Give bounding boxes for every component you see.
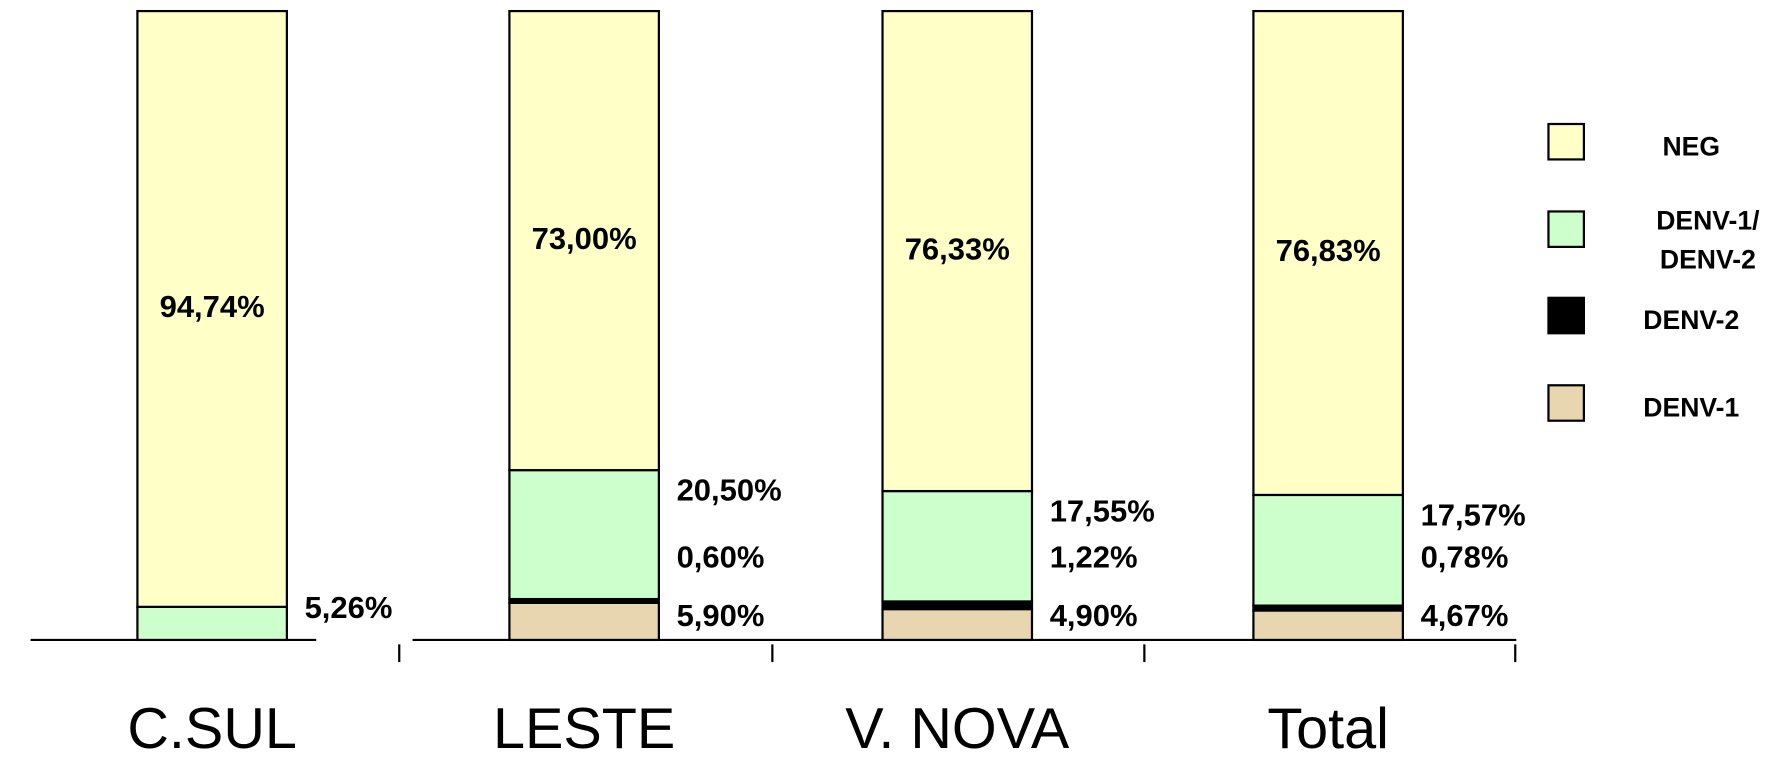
- bar-segment: [508, 9, 660, 472]
- bar-segment: [881, 489, 1034, 603]
- x-tick-label: C.SUL: [127, 697, 297, 761]
- bar-segment: [1252, 609, 1404, 642]
- legend-label: DENV-1/DENV-2: [1656, 206, 1760, 275]
- legend-label-line: DENV-2: [1660, 244, 1756, 274]
- value-label: 1,22%: [1050, 539, 1138, 574]
- value-label: 5,90%: [677, 598, 765, 633]
- legend-swatch: [1547, 122, 1586, 161]
- value-label: 0,60%: [677, 539, 765, 574]
- x-tick-label: LESTE: [493, 697, 675, 761]
- legend-label-line: DENV-1/: [1656, 206, 1760, 236]
- bar-segment: [136, 9, 288, 608]
- x-tick-label: V. NOVA: [845, 697, 1070, 761]
- axis: [30, 638, 1517, 663]
- legend-label: DENV-2: [1643, 305, 1739, 335]
- value-label: 4,67%: [1421, 598, 1509, 633]
- legend-swatch: [1547, 210, 1586, 249]
- legend-swatch: [1547, 296, 1586, 335]
- bar-segment: [1252, 493, 1404, 607]
- value-label: 5,26%: [305, 590, 393, 625]
- value-label: 76,33%: [905, 231, 1010, 266]
- value-label: 94,74%: [160, 289, 265, 324]
- value-label: 0,78%: [1421, 539, 1509, 574]
- value-label: 17,57%: [1421, 497, 1526, 532]
- value-label: 20,50%: [677, 472, 782, 507]
- value-label: 76,83%: [1276, 233, 1381, 268]
- bar-segment: [881, 600, 1034, 611]
- bar-segment: [136, 605, 288, 642]
- legend-swatch: [1547, 384, 1586, 422]
- value-label: 17,55%: [1050, 493, 1155, 528]
- value-label: 4,90%: [1050, 598, 1138, 633]
- legend-label: DENV-1: [1643, 393, 1739, 423]
- x-tick-label: Total: [1267, 697, 1389, 761]
- value-label: 73,00%: [532, 221, 637, 256]
- legend-label: NEG: [1663, 131, 1721, 161]
- bar-segment: [881, 9, 1034, 493]
- bar-segment: [1252, 9, 1404, 497]
- bar-segment: [508, 469, 660, 601]
- bar-segment: [508, 601, 660, 642]
- bar-segment: [881, 608, 1034, 642]
